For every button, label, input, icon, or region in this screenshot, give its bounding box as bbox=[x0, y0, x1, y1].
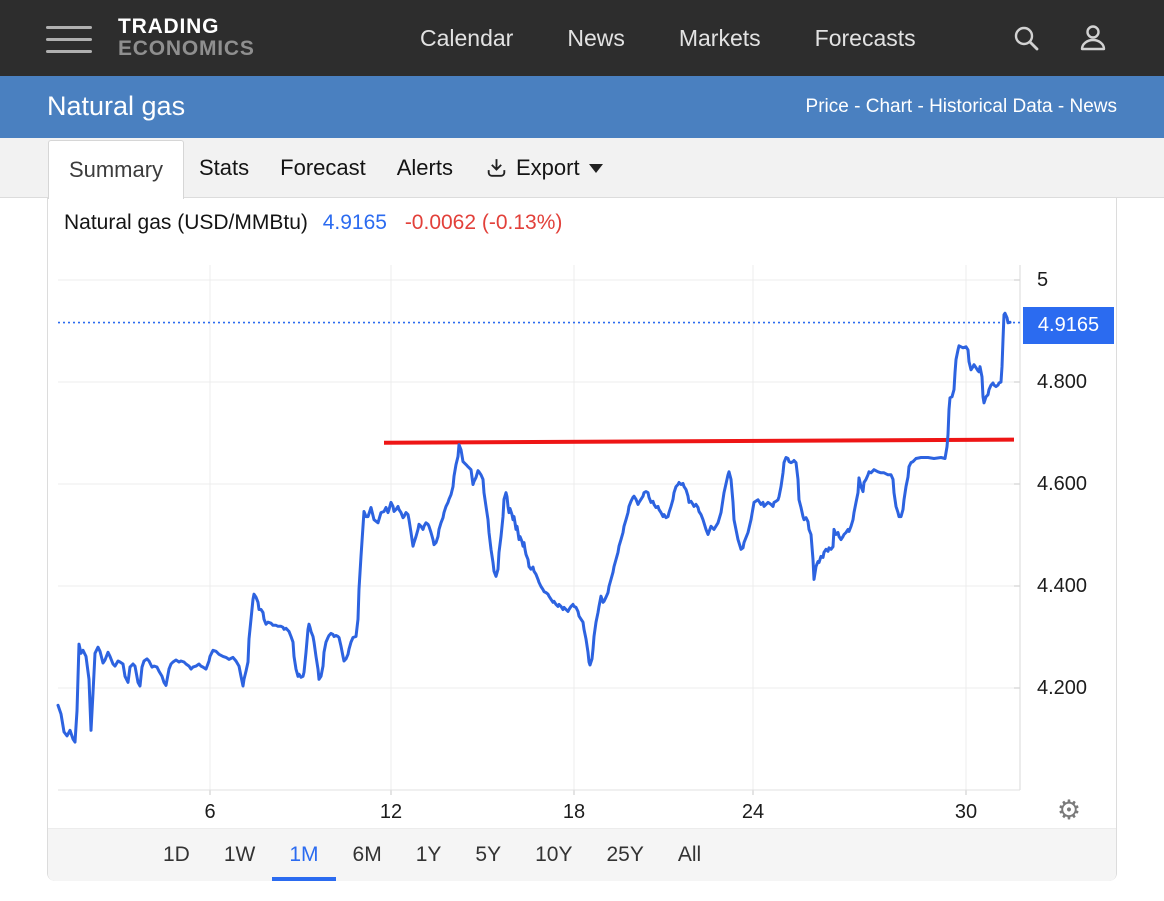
range-1d[interactable]: 1D bbox=[163, 843, 190, 866]
y-axis-label: 5 bbox=[1037, 269, 1049, 291]
chart-price: 4.9165 bbox=[322, 211, 387, 234]
menu-bar bbox=[46, 50, 92, 53]
nav-link-calendar[interactable]: Calendar bbox=[420, 24, 514, 51]
search-icon[interactable] bbox=[1012, 24, 1040, 52]
tab-alerts[interactable]: Alerts bbox=[396, 155, 453, 180]
x-axis-label: 18 bbox=[562, 801, 586, 823]
menu-icon[interactable] bbox=[46, 26, 92, 54]
x-axis-label: 6 bbox=[204, 801, 216, 823]
page-title: Natural gas bbox=[47, 91, 186, 121]
logo-line1: TRADING bbox=[118, 15, 220, 38]
chart-title: Natural gas (USD/MMBtu) 4.9165 -0.0062 (… bbox=[64, 211, 562, 235]
y-axis-label: 4.600 bbox=[1037, 473, 1088, 495]
nav-link-forecasts[interactable]: Forecasts bbox=[814, 24, 916, 51]
range-1y[interactable]: 1Y bbox=[415, 843, 442, 866]
x-axis-label: 24 bbox=[741, 801, 765, 823]
tab-summary[interactable]: Summary bbox=[48, 140, 184, 199]
y-axis-label: 4.200 bbox=[1037, 677, 1088, 699]
logo-line2: ECONOMICS bbox=[118, 37, 255, 60]
export-button[interactable]: Export bbox=[484, 155, 603, 181]
breadcrumb[interactable]: Price - Chart - Historical Data - News bbox=[805, 96, 1117, 117]
range-10y[interactable]: 10Y bbox=[535, 843, 573, 866]
x-axis-label: 12 bbox=[379, 801, 403, 823]
chart-instrument: Natural gas (USD/MMBtu) bbox=[64, 211, 308, 234]
menu-bar bbox=[46, 38, 92, 41]
nav-link-news[interactable]: News bbox=[567, 24, 625, 51]
menu-bar bbox=[46, 26, 92, 29]
trading-economics-logo[interactable]: TRADING ECONOMICS bbox=[118, 16, 255, 60]
range-selector: 1D 1W 1M 6M 1Y 5Y 10Y 25Y All bbox=[48, 828, 1116, 881]
current-price-badge: 4.9165 bbox=[1023, 307, 1114, 344]
range-5y[interactable]: 5Y bbox=[475, 843, 502, 866]
gear-icon[interactable]: ⚙ bbox=[1056, 795, 1082, 825]
chart-change: -0.0062 (-0.13%) bbox=[404, 211, 563, 234]
range-1w[interactable]: 1W bbox=[223, 843, 256, 866]
tabs: Stats Forecast Alerts Export bbox=[199, 138, 603, 198]
instrument-header: Natural gas Price - Chart - Historical D… bbox=[0, 76, 1164, 138]
y-axis-label: 4.400 bbox=[1037, 575, 1088, 597]
download-icon bbox=[487, 158, 506, 177]
tab-stats[interactable]: Stats bbox=[199, 155, 250, 180]
x-axis-label: 30 bbox=[954, 801, 978, 823]
tab-bar: Summary Stats Forecast Alerts Export bbox=[0, 138, 1164, 199]
nav-icons bbox=[1012, 0, 1108, 76]
nav-link-markets[interactable]: Markets bbox=[678, 24, 761, 51]
chevron-down-icon bbox=[588, 163, 603, 173]
user-icon[interactable] bbox=[1078, 23, 1108, 53]
chart-card: Natural gas (USD/MMBtu) 4.9165 -0.0062 (… bbox=[47, 198, 1117, 881]
range-1m[interactable]: 1M bbox=[272, 829, 335, 881]
price-chart[interactable] bbox=[51, 210, 1021, 795]
top-navigation-bar: TRADING ECONOMICS Calendar News Markets … bbox=[0, 0, 1164, 76]
range-all[interactable]: All bbox=[677, 843, 702, 866]
range-6m[interactable]: 6M bbox=[352, 843, 382, 866]
export-label: Export bbox=[515, 155, 580, 180]
range-25y[interactable]: 25Y bbox=[606, 843, 644, 866]
nav-links: Calendar News Markets Forecasts bbox=[420, 0, 916, 76]
y-axis-label: 4.800 bbox=[1037, 371, 1088, 393]
tab-forecast[interactable]: Forecast bbox=[280, 155, 366, 180]
